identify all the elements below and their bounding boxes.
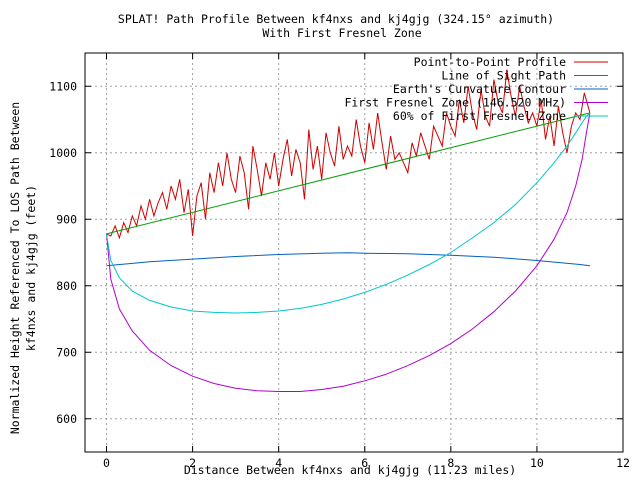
sixty-percent-fresnel-zone-line: [106, 112, 591, 314]
earth-curvature-contour-line: [106, 252, 590, 267]
chart-subtitle: With First Fresnel Zone: [262, 26, 421, 40]
plot-frame: [84, 52, 624, 453]
chart-title: SPLAT! Path Profile Between kf4nxs and k…: [118, 12, 554, 26]
x-tick-label: 12: [616, 456, 630, 470]
earth-curvature-contour-legend-label: Earth's Curvature Contour: [393, 82, 566, 96]
x-tick-label: 8: [447, 456, 454, 470]
series-layer: [106, 69, 591, 392]
x-tick-label: 6: [361, 456, 368, 470]
first-fresnel-zone-line: [106, 112, 591, 392]
x-tick-label: 10: [530, 456, 544, 470]
x-tick-label: 2: [189, 456, 196, 470]
y-tick-label: 900: [56, 212, 77, 226]
y-tick-label: 1100: [49, 79, 77, 93]
point-to-point-profile-legend-label: Point-to-Point Profile: [414, 55, 566, 69]
y-tick-label: 1000: [49, 146, 77, 160]
x-axis-label: Distance Between kf4nxs and kj4gjg (11.2…: [184, 463, 516, 477]
point-to-point-profile-line: [106, 69, 591, 240]
sixty-percent-fresnel-zone-legend-label: 60% of First Fresnel Zone: [393, 109, 566, 123]
y-tick-label: 600: [56, 412, 77, 426]
y-axis-label-line1: Normalized Height Referenced To LOS Path…: [8, 102, 22, 434]
y-axis-label-line2: kf4nxs and kj4gjg (feet): [24, 185, 38, 351]
y-tick-label: 700: [56, 345, 77, 359]
line-of-sight-path-legend-label: Line of Sight Path: [441, 69, 566, 83]
x-tick-label: 0: [103, 456, 110, 470]
line-of-sight-path-line: [106, 112, 591, 235]
first-fresnel-zone-legend-label: First Fresnel Zone (146.520 MHz): [344, 96, 566, 110]
y-tick-label: 800: [56, 279, 77, 293]
axis-ticks: 0 2 4 6 8 10 12 600 700 800 900 1000 1100: [49, 53, 630, 470]
x-tick-label: 4: [275, 456, 282, 470]
